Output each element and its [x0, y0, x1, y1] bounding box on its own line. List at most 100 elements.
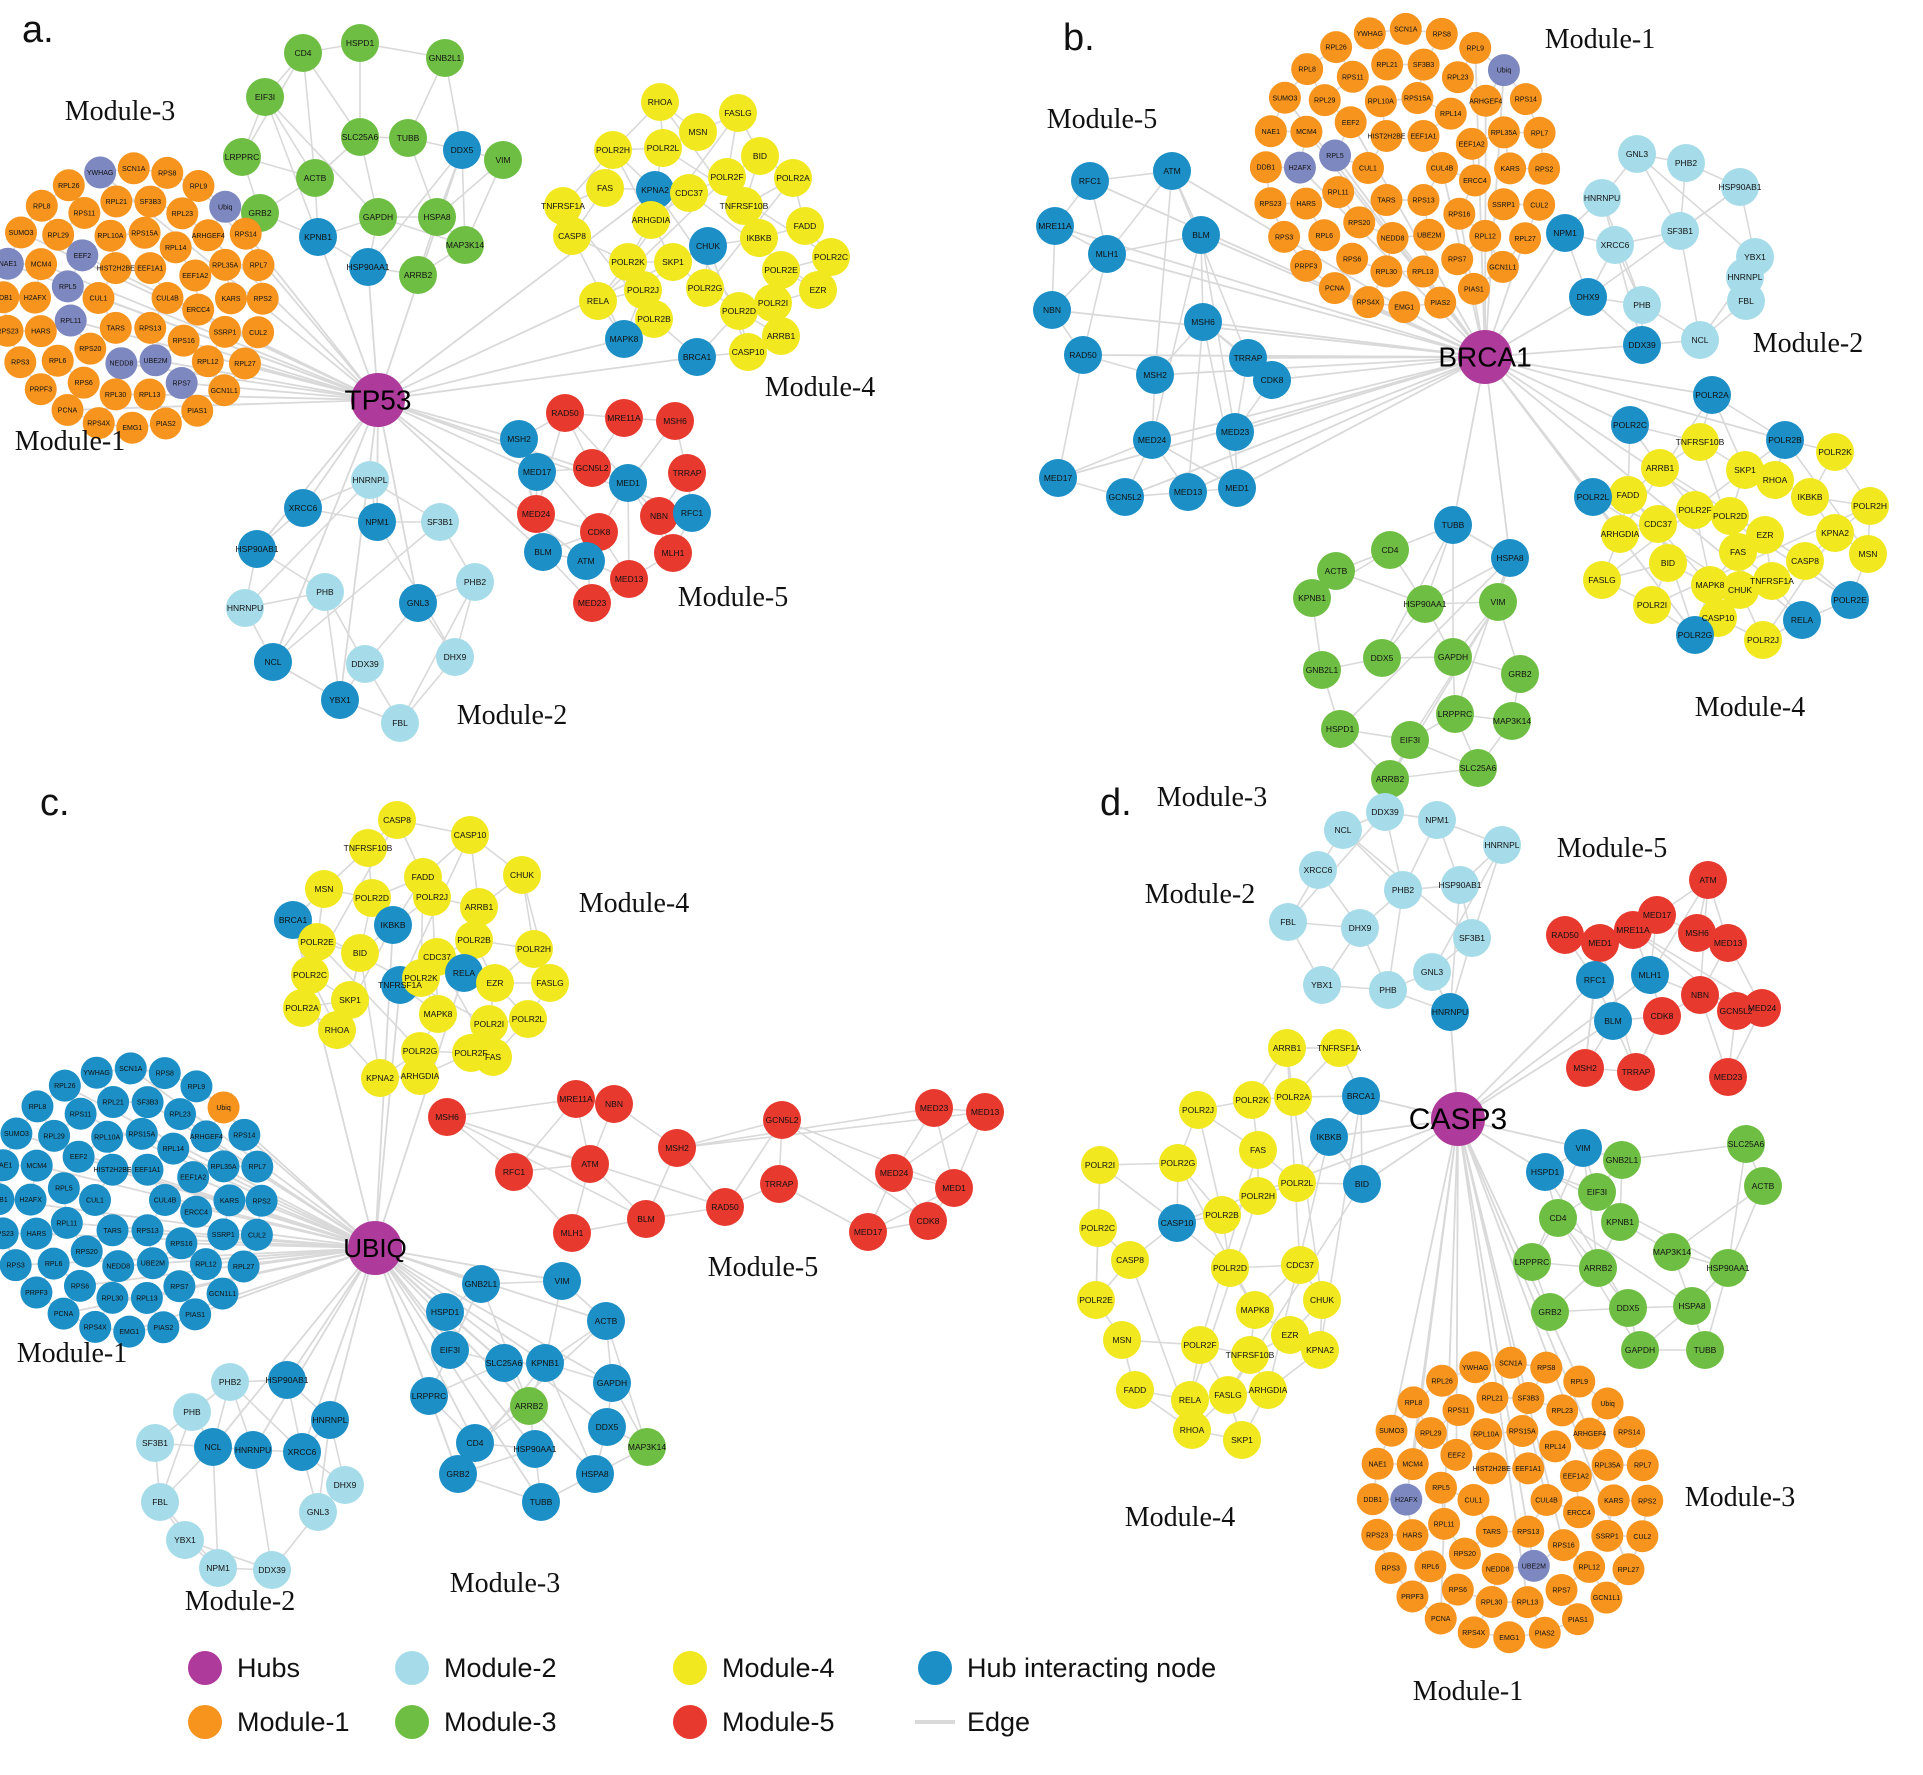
- gene-node: [656, 402, 694, 440]
- edge: [374, 1247, 563, 1282]
- gene-node: [128, 216, 161, 249]
- gene-label: GNB2L1: [1606, 1155, 1639, 1165]
- legend-label: Module-4: [722, 1653, 835, 1683]
- gene-label: ERCC4: [1567, 1510, 1591, 1517]
- gene-label: POLR2I: [758, 298, 788, 308]
- gene-node: [1352, 286, 1385, 319]
- gene-label: FAS: [485, 1052, 501, 1062]
- gene-node: [1239, 1131, 1277, 1169]
- gene-label: CUL1: [86, 1198, 104, 1205]
- gene-label: IKBKB: [380, 920, 405, 930]
- gene-node: [245, 1184, 278, 1217]
- edge: [1057, 356, 1486, 479]
- gene-label: RPL23: [169, 1112, 191, 1119]
- gene-label: RPL6: [1315, 233, 1333, 240]
- gene-node: [786, 207, 824, 245]
- gene-node: [1487, 116, 1520, 149]
- gene-label: TRRAP: [1234, 353, 1263, 363]
- gene-node: [242, 316, 275, 349]
- gene-label: MED13: [1714, 938, 1743, 948]
- edge: [1621, 1143, 1747, 1161]
- gene-node: [763, 1101, 801, 1139]
- gene-node: [1709, 1249, 1747, 1287]
- legend-swatch-module-2: [395, 1651, 429, 1685]
- gene-label: VIM: [1490, 597, 1505, 607]
- gene-node: [246, 78, 284, 116]
- gene-node: [1290, 115, 1323, 148]
- gene-node: [182, 170, 215, 203]
- gene-node: [1816, 433, 1854, 471]
- module-label: Module-3: [1157, 782, 1267, 813]
- gene-label: RPL30: [102, 1295, 124, 1302]
- module-label: Module-5: [1557, 833, 1667, 864]
- gene-node: [1509, 222, 1542, 255]
- hub-node: [1458, 330, 1512, 384]
- gene-node: [0, 247, 24, 280]
- gene-node: [1481, 1552, 1514, 1585]
- gene-label: ARHGEF4: [192, 233, 225, 240]
- gene-node: [1318, 272, 1351, 305]
- gene-label: RPL14: [1544, 1444, 1566, 1451]
- edge: [264, 96, 319, 238]
- gene-label: POLR2L: [1281, 1178, 1314, 1188]
- gene-node: [125, 1117, 158, 1150]
- gene-node: [708, 158, 746, 196]
- gene-label: YBX1: [329, 695, 351, 705]
- gene-node: [1531, 1293, 1569, 1331]
- gene-label: BID: [753, 151, 767, 161]
- gene-label: RPS15A: [128, 1131, 155, 1138]
- gene-label: FASLG: [1588, 575, 1615, 585]
- gene-node: [166, 197, 199, 230]
- gene-node: [283, 989, 321, 1027]
- gene-label: CDC37: [675, 188, 703, 198]
- gene-node: [102, 1250, 135, 1283]
- gene-label: RPL29: [1420, 1431, 1442, 1438]
- edge: [374, 1247, 459, 1475]
- gene-node: [1352, 152, 1384, 184]
- gene-label: NEDD8: [106, 1264, 130, 1271]
- gene-label: FADD: [1617, 490, 1640, 500]
- panel-letter-a: a.: [22, 9, 54, 51]
- gene-label: MSH2: [507, 434, 531, 444]
- gene-label: RPL10A: [1368, 99, 1394, 106]
- gene-node: [1424, 286, 1457, 319]
- gene-node: [1673, 1287, 1711, 1325]
- gene-node: [658, 1129, 696, 1167]
- gene-label: RPL8: [29, 1104, 47, 1111]
- gene-label: POLR2D: [1713, 511, 1747, 521]
- gene-node: [668, 454, 706, 492]
- edge: [212, 1247, 376, 1448]
- gene-label: ACTB: [304, 173, 327, 183]
- gene-node: [1506, 1415, 1539, 1448]
- gene-label: MED13: [615, 574, 644, 584]
- gene-node: [1181, 1326, 1219, 1364]
- gene-label: RPL5: [1432, 1485, 1450, 1492]
- gene-label: POLR2C: [1081, 1223, 1115, 1233]
- gene-label: FBL: [1738, 296, 1754, 306]
- gene-label: CDC37: [423, 952, 451, 962]
- gene-label: RPS6: [75, 380, 93, 387]
- gene-label: SF3B1: [1667, 226, 1693, 236]
- gene-label: TNFRSF1A: [1317, 1043, 1361, 1053]
- gene-label: RPS8: [1537, 1365, 1555, 1372]
- gene-node: [1475, 1586, 1508, 1619]
- gene-node: [587, 1302, 625, 1340]
- gene-node: [151, 282, 184, 314]
- gene-node: [1494, 1346, 1527, 1379]
- gene-node: [1406, 255, 1439, 288]
- gene-label: POLR2J: [416, 892, 448, 902]
- gene-node: [1453, 919, 1491, 957]
- gene-node: [1681, 976, 1719, 1014]
- gene-node: [1721, 571, 1759, 609]
- gene-label: PIAS2: [1535, 1630, 1555, 1637]
- gene-node: [349, 829, 387, 867]
- hub-node: [1431, 1092, 1485, 1146]
- panel-letter-b: b.: [1063, 17, 1095, 59]
- edge: [374, 1247, 542, 1503]
- gene-label: GCN5L2: [575, 463, 608, 473]
- gene-label: MSN: [1113, 1335, 1132, 1345]
- gene-node: [740, 219, 778, 257]
- gene-label: SF3B1: [1459, 933, 1485, 943]
- gene-label: RFC1: [681, 508, 703, 518]
- gene-node: [571, 1145, 609, 1183]
